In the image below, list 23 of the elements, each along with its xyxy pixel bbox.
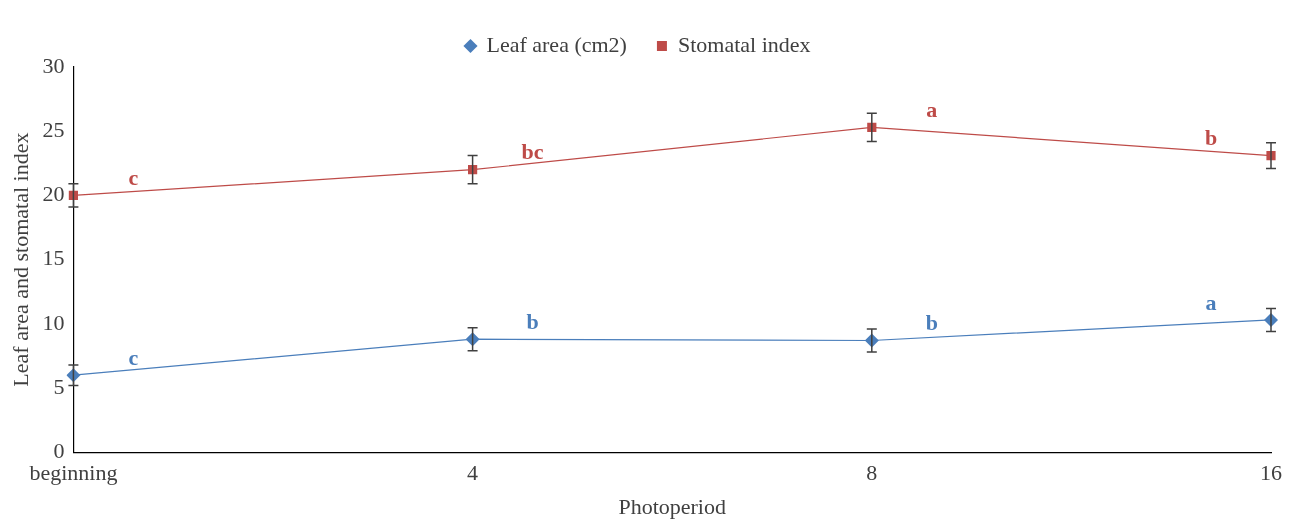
y-tick-label: 5 <box>53 373 65 399</box>
x-tick-label: 16 <box>1260 460 1282 486</box>
x-axis-title: Photoperiod <box>618 493 726 519</box>
legend-label: Stomatal index <box>677 31 811 57</box>
y-tick-label: 15 <box>42 245 65 271</box>
y-tick-label: 25 <box>42 116 65 142</box>
annotation: b <box>925 310 938 336</box>
annotation: c <box>128 344 139 370</box>
legend-label: Leaf area (cm2) <box>486 31 627 57</box>
x-tick-label: beginning <box>29 460 118 486</box>
y-tick-label: 10 <box>42 309 65 335</box>
x-tick-label: 8 <box>866 460 878 486</box>
x-tick-label: 4 <box>467 460 479 486</box>
y-tick-label: 30 <box>42 52 65 78</box>
annotation: b <box>1204 125 1218 151</box>
annotation: bc <box>521 139 544 165</box>
y-axis-title: Leaf area and stomatal index <box>7 132 33 387</box>
annotation: a <box>926 97 938 123</box>
annotation: a <box>1205 289 1217 315</box>
y-tick-label: 0 <box>53 437 65 463</box>
annotation: c <box>128 165 139 191</box>
y-tick-label: 20 <box>42 181 65 207</box>
annotation: b <box>526 308 539 334</box>
